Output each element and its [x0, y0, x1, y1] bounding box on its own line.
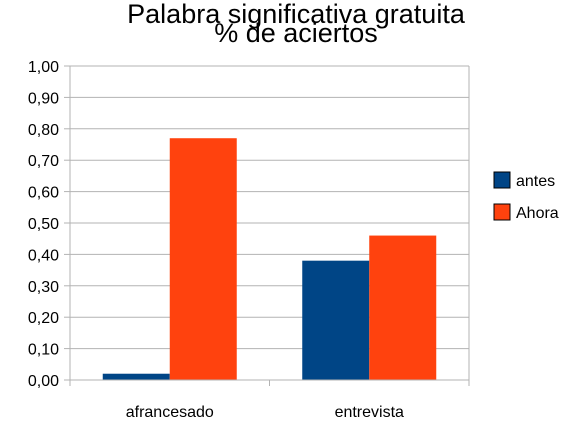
y-tick-label: 0,50 [28, 216, 59, 233]
chart-title-line2: % de aciertos [214, 18, 378, 48]
bar-antes-entrevista [302, 260, 370, 380]
y-tick-label: 0,20 [28, 310, 59, 327]
y-tick-label: 0,00 [28, 373, 59, 390]
bar-ahora-afrancesado [169, 138, 237, 380]
x-tick-label: afrancesado [126, 404, 214, 421]
y-tick-label: 0,40 [28, 247, 59, 264]
legend-label-antes: antes [516, 173, 555, 190]
legend-swatch-ahora [493, 203, 511, 221]
y-tick-label: 0,10 [28, 342, 59, 359]
bars [102, 138, 437, 380]
bar-ahora-entrevista [369, 235, 437, 380]
y-tick-label: 1,00 [28, 59, 59, 76]
legend-label-ahora: Ahora [516, 205, 559, 222]
y-tick-label: 0,60 [28, 185, 59, 202]
bar-antes-afrancesado [102, 373, 170, 380]
chart-title-line1: Palabra significativa gratuita [127, 0, 466, 29]
legend: antes Ahora [493, 171, 559, 222]
y-tick-label: 0,80 [28, 122, 59, 139]
grid [70, 65, 469, 381]
x-tick-label: entrevista [335, 404, 404, 421]
legend-swatch-antes [493, 171, 511, 189]
y-tick-label: 0,90 [28, 90, 59, 107]
y-tick-label: 0,70 [28, 153, 59, 170]
axes: 0,00 0,10 0,20 0,30 0,40 0,50 0,60 0,70 0,80 0,90… [28, 59, 470, 421]
y-tick-label: 0,30 [28, 279, 59, 296]
